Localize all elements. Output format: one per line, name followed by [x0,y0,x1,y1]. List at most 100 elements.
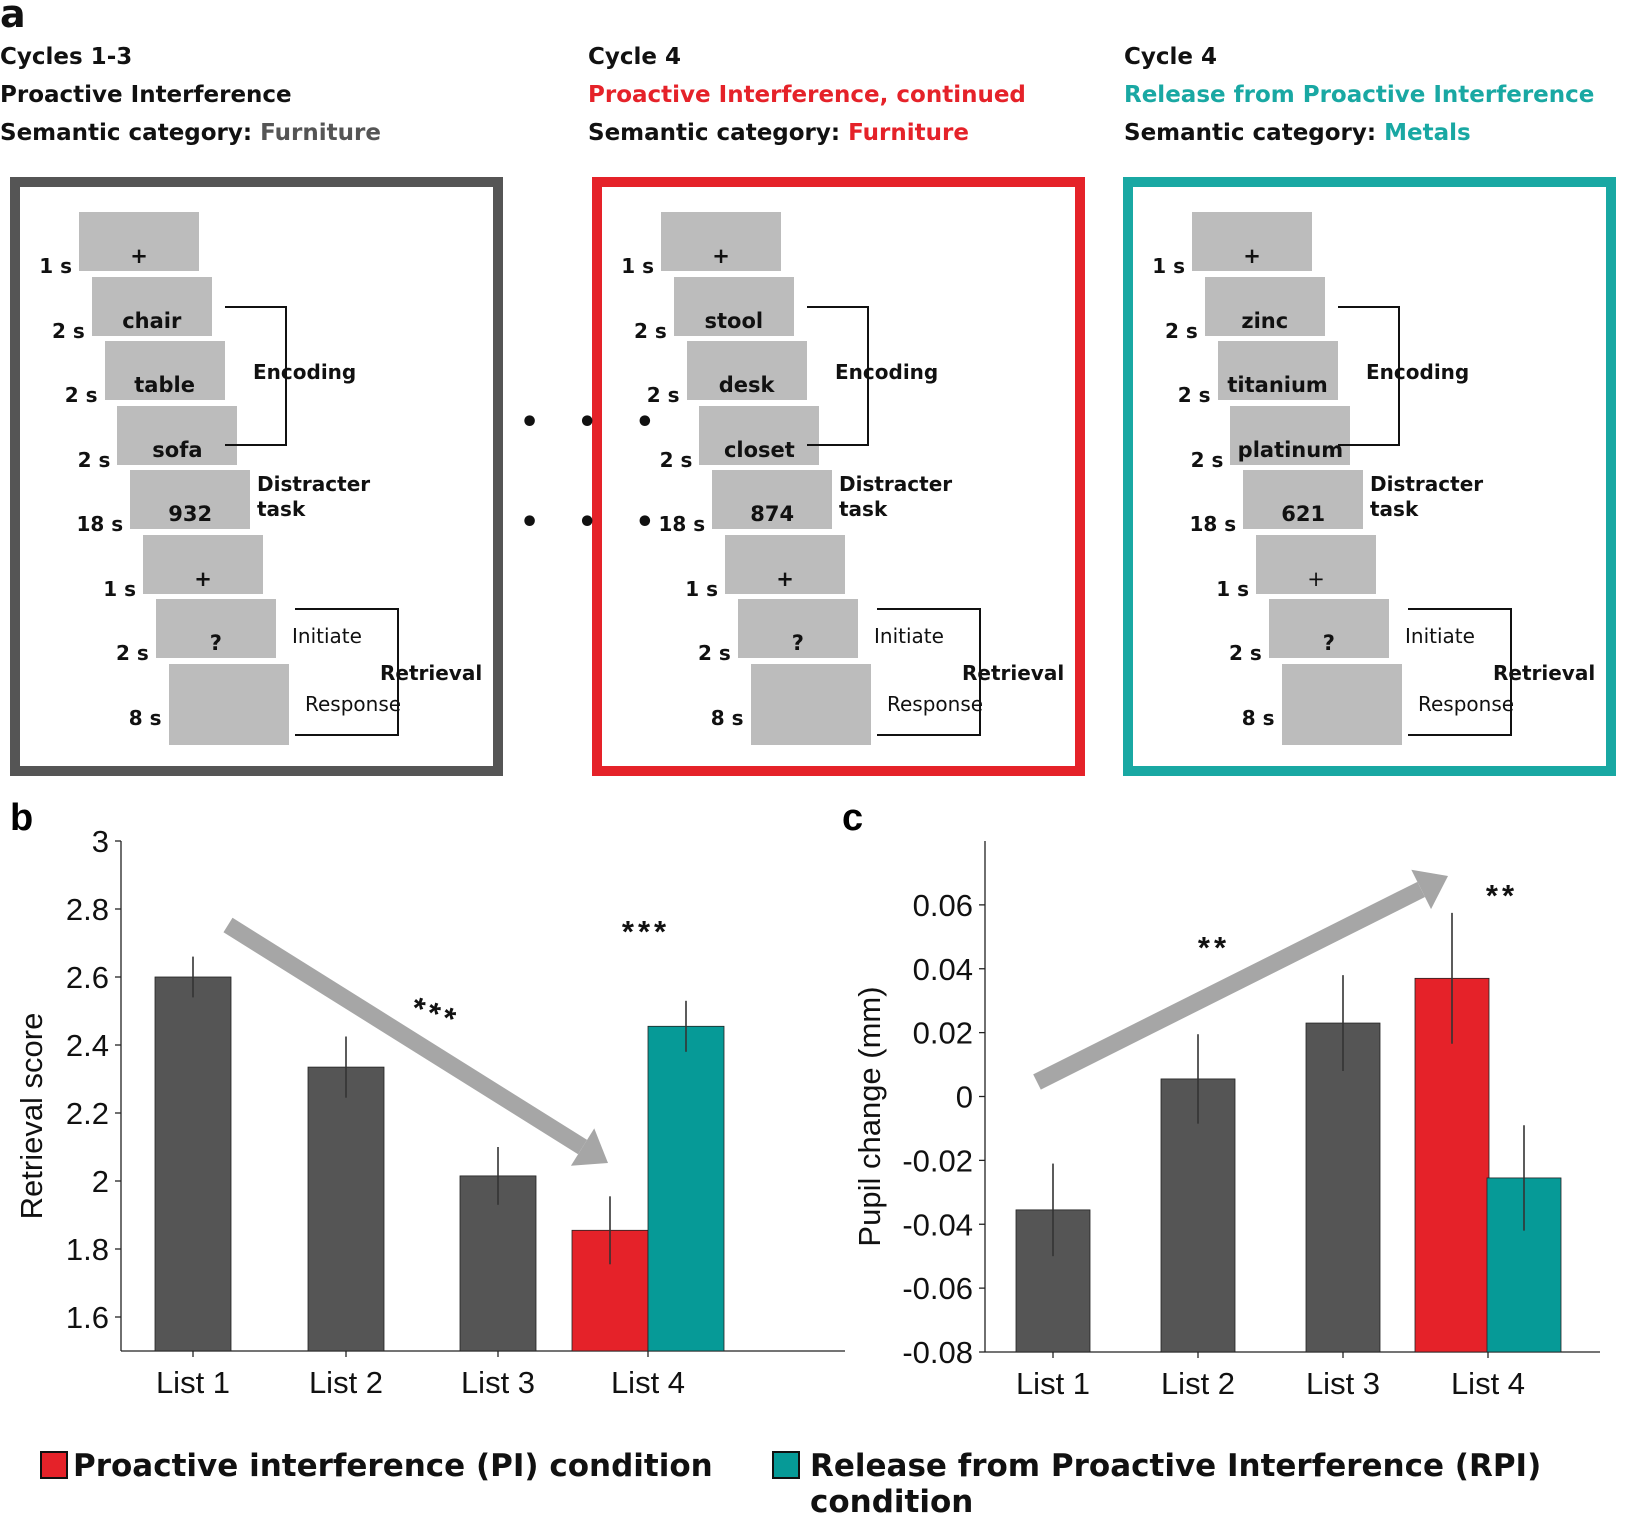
y-tick-label: -0.06 [902,1271,973,1306]
legend-label-pi: Proactive interference (PI) condition [73,1448,713,1484]
category-label: Semantic category: [1124,120,1385,146]
y-axis-label: Retrieval score [14,1013,49,1220]
legend-label-rpi: Release from Proactive Interference (RPI… [810,1448,1542,1520]
legend-swatch-rpi [772,1451,800,1479]
retrieval-bracket [877,608,981,736]
bar [307,1066,385,1352]
trend-arrow-shaft [1033,881,1425,1090]
initiate-label: Initiate [1405,624,1475,648]
stimulus-card: closet [696,405,820,468]
response-screen [1278,663,1402,748]
x-tick-label: List 1 [1016,1366,1090,1401]
category-value: Metals [1384,120,1471,146]
duration-label: 2 s [646,383,680,407]
panel-c-letter: c [842,797,863,839]
x-tick-label: List 2 [309,1365,383,1400]
duration-label: 8 s [710,705,744,730]
y-tick-label: 3 [92,824,109,859]
category-value: Furniture [848,120,969,146]
condition-label: Proactive Interference [0,82,292,108]
semantic-category: Semantic category: Furniture [588,114,969,152]
bar [154,976,232,1352]
retrieval-bracket [1408,608,1512,736]
duration-label: 2 s [1165,318,1198,343]
duration-label: 2 s [659,447,693,472]
stimulus-card: 874 [709,470,833,532]
y-tick-label: -0.08 [902,1335,973,1370]
category-label: Semantic category: [0,120,261,146]
y-tick-label: 2.8 [66,892,109,927]
bar [571,1229,649,1352]
duration-label: 2 s [634,318,667,343]
pupil-change-chart: -0.08 -0.06 -0.04 -0.02 0 0.02 0.04 0.06 Pupil c… [852,841,1600,1401]
legend-swatch-pi [40,1451,68,1479]
duration-label: 2 s [698,641,731,665]
y-axis-label: Pupil change (mm) [852,986,887,1246]
duration-label: 1 s [1216,576,1249,601]
stimulus-card: + [1189,212,1312,274]
duration-label: 2 s [1190,447,1224,472]
encoding-label: Encoding [1366,360,1470,384]
bar [1015,1209,1091,1353]
stimulus-card: + [1253,534,1376,597]
condition-label: Proactive Interference, continued [588,82,1026,108]
stimulus-card: chair [88,276,212,339]
retrieval-label: Retrieval [962,661,1065,685]
semantic-category: Semantic category: Metals [1124,114,1471,152]
duration-label: 1 s [685,576,718,601]
initiate-label: Initiate [292,624,362,648]
category-value: Furniture [260,120,381,146]
x-tick-label: List 1 [156,1365,230,1400]
significance-marker: ** [1198,930,1230,965]
column-title: Cycle 4 [1124,44,1217,70]
category-label: Semantic category: [588,120,849,146]
bar [647,1025,725,1352]
response-label: Response [887,692,984,716]
protocol-frame [592,177,1085,776]
panel-a-letter: a [0,0,26,36]
y-tick-label: 2 [92,1164,109,1199]
column-title: Cycles 1-3 [0,44,133,70]
y-tick-label: -0.02 [902,1143,973,1178]
y-tick-label: -0.04 [902,1207,973,1242]
retrieval-score-chart: 1.6 1.8 2 2.2 2.4 2.6 2.8 3 Retrieval score List … [14,824,845,1400]
duration-label: 18 s [1189,512,1237,536]
protocol-frame [1123,177,1616,776]
stimulus-card: table [101,341,225,403]
trend-arrow-head [1411,869,1448,910]
distracter-task-label: task [839,497,888,521]
distracter-label: Distracter [1370,472,1484,496]
retrieval-bracket [295,608,399,736]
bar [1160,1078,1236,1353]
initiate-label: Initiate [874,624,944,648]
y-tick-label: 0.06 [913,888,973,923]
condition-label: Release from Proactive Interference [1124,82,1595,108]
response-screen [165,663,289,748]
distracter-task-label: task [1370,497,1419,521]
duration-label: 2 s [116,641,149,665]
significance-marker: *** [622,914,670,949]
duration-label: 2 s [77,447,111,472]
bar [1486,1177,1562,1353]
y-tick-label: 2.2 [66,1096,109,1131]
panel-b-letter: b [10,797,33,839]
encoding-bracket [807,306,869,446]
y-tick-label: 0.02 [913,1016,973,1051]
x-tick-label: List 3 [1306,1366,1380,1401]
stimulus-card: titanium [1214,341,1338,403]
column-title: Cycle 4 [588,44,681,70]
duration-label: 1 s [39,254,72,278]
bar [459,1175,537,1352]
stimulus-card: + [140,534,263,597]
distracter-label: Distracter [257,472,371,496]
stimulus-card: ? [152,599,276,661]
duration-label: 8 s [128,705,162,730]
ellipsis-top: • • • [520,405,669,440]
encoding-bracket [1338,306,1400,446]
significance-marker: ** [1486,878,1518,913]
duration-label: 1 s [103,576,136,601]
retrieval-label: Retrieval [380,661,483,685]
y-tick-label: 0 [956,1080,973,1115]
stimulus-card: + [76,212,199,274]
duration-label: 2 s [1177,383,1211,407]
